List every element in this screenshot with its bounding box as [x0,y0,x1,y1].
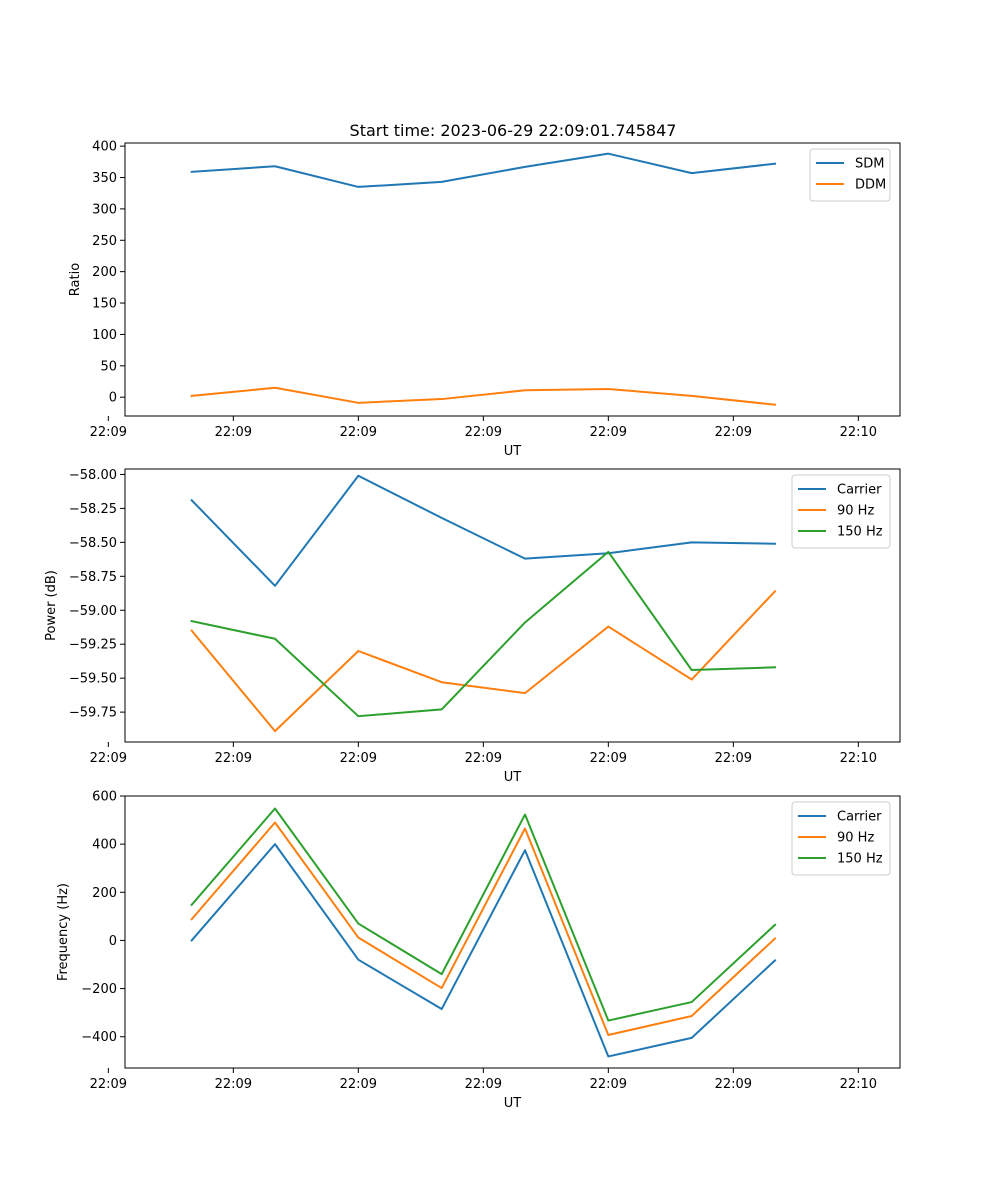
y-tick-label: 0 [109,391,117,406]
legend-entry-label: SDM [855,157,884,172]
y-tick-label: −59.25 [69,638,117,653]
y-axis-label: Power (dB) [44,570,59,641]
x-tick-label: 22:09 [215,751,252,766]
legend: Carrier 90 Hz 150 Hz [791,801,891,876]
legend: SDM DDM [809,148,891,202]
y-tick-label: 350 [92,171,117,186]
charts-container: 22:09 22:09 22:09 22:09 22:09 22:09 22:10 0 50 10… [44,140,901,1111]
y-tick-label: 100 [92,328,117,343]
series-line-carrier [190,843,777,1058]
legend-entry-label: DDM [855,178,886,193]
series-line-90-hz [190,821,777,1037]
y-tick-label: −58.00 [69,468,117,483]
x-tick-label: 22:09 [340,425,377,440]
y-tick-label: 400 [92,838,117,853]
series-line-150-hz [190,807,777,1022]
y-tick-label: 150 [92,297,117,312]
x-tick-label: 22:09 [715,425,752,440]
legend-entry-label: 150 Hz [837,525,883,540]
x-tick-label: 22:09 [90,1077,127,1092]
series-line-sdm [190,152,777,188]
x-tick-label: 22:10 [840,751,877,766]
legend-box [791,801,891,876]
series-line-ddm [190,386,777,406]
legend: Carrier 90 Hz 150 Hz [791,474,891,549]
y-tick-label: −59.00 [69,604,117,619]
x-tick-label: 22:09 [90,751,127,766]
axes-frame [124,795,901,1069]
chart-panel-1: 22:09 22:09 22:09 22:09 22:09 22:09 22:10 0 50 10… [68,140,901,459]
legend-entry-label: Carrier [837,483,882,498]
series-line-carrier [190,474,777,587]
x-tick-label: 22:09 [590,751,627,766]
y-tick-label: 600 [92,790,117,805]
y-tick-label: 200 [92,265,117,280]
axes-frame [124,142,901,417]
y-tick-label: −58.50 [69,536,117,551]
y-tick-label: −59.75 [69,706,117,721]
y-tick-label: 200 [92,886,117,901]
legend-entry-label: 90 Hz [837,504,874,519]
y-tick-label: 250 [92,234,117,249]
x-tick-label: 22:09 [465,1077,502,1092]
x-tick-label: 22:09 [590,1077,627,1092]
y-axis-label: Frequency (Hz) [56,883,71,981]
y-tick-label: 50 [100,359,117,374]
legend-entry-label: 90 Hz [837,831,874,846]
x-tick-label: 22:09 [465,751,502,766]
x-tick-label: 22:09 [215,1077,252,1092]
axes-frame [124,468,901,743]
y-tick-label: −59.50 [69,672,117,687]
chart-title: Start time: 2023-06-29 22:09:01.745847 [350,121,677,140]
y-tick-label: −200 [81,982,117,997]
x-axis-label: UT [504,444,522,459]
x-tick-label: 22:10 [840,1077,877,1092]
series-line-150-hz [190,550,777,718]
x-axis-label: UT [504,1096,522,1111]
x-tick-label: 22:09 [215,425,252,440]
y-tick-label: −58.75 [69,570,117,585]
y-tick-label: 300 [92,202,117,217]
x-tick-label: 22:09 [715,751,752,766]
chart-panel-2: 22:09 22:09 22:09 22:09 22:09 22:09 22:10 −59.7… [44,468,901,785]
y-axis-label: Ratio [68,263,83,296]
series-line-90-hz [190,589,777,733]
x-tick-label: 22:09 [465,425,502,440]
x-axis-label: UT [504,770,522,785]
chart-panel-3: 22:09 22:09 22:09 22:09 22:09 22:09 22:10 −400 −… [56,790,901,1111]
x-tick-label: 22:09 [90,425,127,440]
x-tick-label: 22:09 [715,1077,752,1092]
y-tick-label: 400 [92,140,117,155]
legend-box [791,474,891,549]
legend-entry-label: 150 Hz [837,852,883,867]
x-tick-label: 22:09 [340,751,377,766]
y-tick-label: 0 [109,934,117,949]
legend-entry-label: Carrier [837,810,882,825]
x-tick-label: 22:09 [340,1077,377,1092]
y-tick-label: −58.25 [69,502,117,517]
x-tick-label: 22:09 [590,425,627,440]
x-tick-label: 22:10 [840,425,877,440]
y-tick-label: −400 [81,1030,117,1045]
